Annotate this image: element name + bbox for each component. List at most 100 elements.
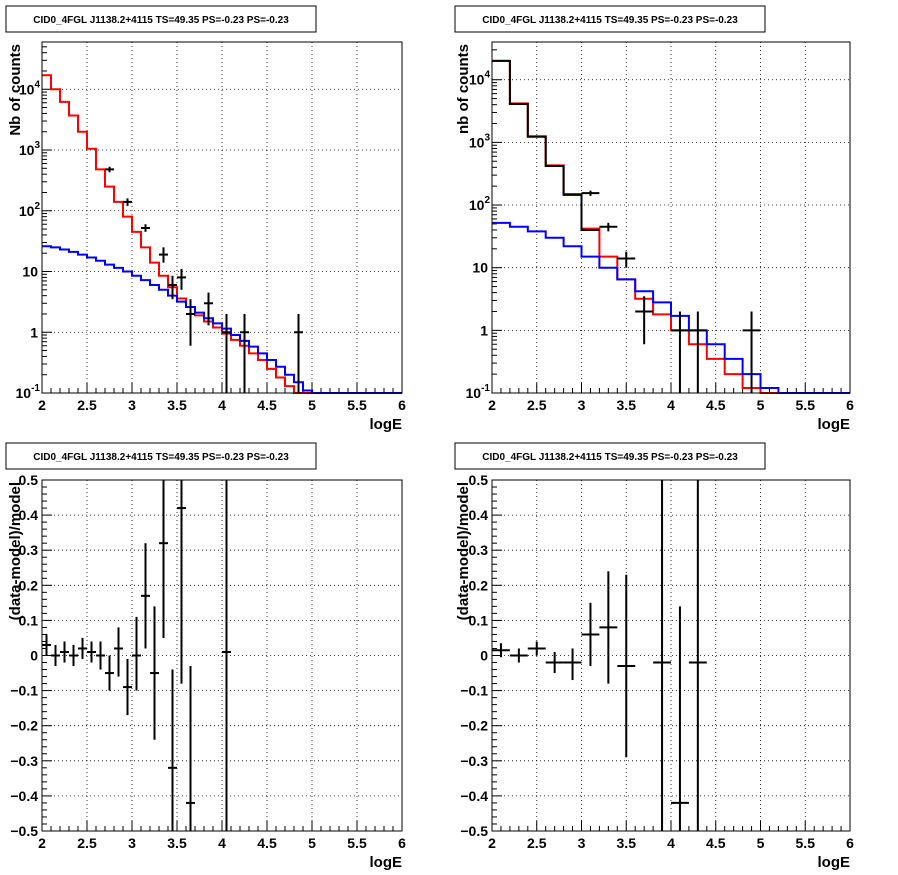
y-tick-base: 0.4: [19, 507, 39, 523]
chart-panel-2: CID0_4FGL J1138.2+4115 TS=49.35 PS=-0.23…: [454, 5, 854, 433]
data-point: [123, 659, 132, 716]
histogram-line: [492, 221, 850, 394]
data-point: [688, 480, 707, 831]
histogram-line: [42, 245, 402, 394]
y-tick-label: −0.4: [10, 788, 38, 804]
x-tick-label: 5.5: [796, 397, 816, 413]
y-tick-label: −0.3: [10, 753, 38, 769]
y-tick-base: 1: [480, 322, 488, 338]
x-axis-label: logE: [818, 416, 851, 433]
y-tick-base: −0.1: [10, 683, 38, 699]
series-1: [42, 480, 231, 831]
data-point: [51, 644, 60, 667]
y-tick-label: 0.3: [19, 542, 39, 558]
data-point: [581, 602, 600, 667]
data-point: [671, 606, 689, 831]
y-tick-base: 10: [19, 203, 35, 219]
plot-frame: [491, 479, 851, 832]
y-tick-label: 0.1: [469, 612, 489, 628]
y-tick-exponent: -1: [31, 383, 40, 394]
y-tick-label: 0.2: [469, 577, 489, 593]
x-tick-label: 6: [398, 835, 406, 851]
x-axis-label: logE: [818, 854, 851, 871]
y-tick-label: 0.4: [469, 507, 489, 523]
grid-lines: [42, 480, 402, 831]
y-tick-base: 0.5: [469, 472, 489, 488]
chart-title: CID0_4FGL J1138.2+4115 TS=49.35 PS=-0.23…: [33, 452, 289, 463]
y-tick-label: −0.5: [460, 823, 488, 839]
y-tick-base: 0.4: [469, 507, 489, 523]
y-axis-label: (data-model)/model: [7, 482, 24, 620]
data-point: [96, 641, 105, 670]
y-tick-label: −0.3: [460, 753, 488, 769]
x-tick-label: 2: [488, 835, 496, 851]
x-tick-label: 3.5: [167, 835, 187, 851]
data-point: [653, 480, 671, 831]
x-tick-label: 2.5: [527, 835, 547, 851]
y-axis-label: Nb of counts: [7, 44, 24, 136]
y-tick-base: 0.1: [19, 612, 39, 628]
y-tick-label: 0.1: [19, 612, 39, 628]
x-tick-label: 2.5: [77, 397, 97, 413]
plot-frame: [491, 41, 851, 394]
data-point: [150, 606, 159, 740]
y-tick-base: −0.2: [10, 718, 38, 734]
data-point: [742, 311, 761, 393]
data-point: [240, 313, 249, 393]
x-tick-label: 6: [398, 397, 406, 413]
x-tick-label: 4: [667, 397, 675, 413]
series-2: [492, 221, 850, 394]
y-tick-base: 0.3: [469, 542, 489, 558]
data-point: [545, 651, 564, 674]
data-point: [141, 224, 150, 232]
y-tick-base: 10: [16, 385, 32, 401]
y-tick-label: −0.5: [10, 823, 38, 839]
y-tick-base: −0.3: [10, 753, 38, 769]
grid-lines: [492, 480, 850, 831]
y-tick-label: 0.5: [19, 472, 39, 488]
y-tick-base: −0.5: [460, 823, 488, 839]
x-tick-label: 5: [308, 397, 316, 413]
plot-frame: [41, 41, 403, 394]
title-box: [454, 5, 766, 33]
data-point: [177, 480, 186, 684]
y-tick-label: 10: [472, 260, 488, 276]
y-tick-label: −0.1: [10, 683, 38, 699]
y-tick-label: 104: [469, 70, 491, 88]
x-tick-label: 5.5: [347, 397, 367, 413]
x-tick-label: 2: [488, 397, 496, 413]
y-tick-label: 10: [22, 264, 38, 280]
y-tick-base: 0: [30, 648, 38, 664]
x-tick-label: 4.5: [706, 397, 726, 413]
data-point: [69, 644, 78, 667]
data-point: [688, 311, 707, 393]
data-point: [177, 268, 186, 290]
data-point: [527, 641, 546, 656]
y-tick-base: 10: [19, 142, 35, 158]
x-tick-label: 5: [308, 835, 316, 851]
x-tick-label: 4: [667, 835, 675, 851]
x-axis-label: logE: [370, 854, 403, 871]
y-tick-base: 0.5: [19, 472, 39, 488]
y-tick-label: 10-1: [16, 383, 41, 401]
y-tick-base: 0.2: [19, 577, 39, 593]
data-point: [114, 627, 123, 677]
series-2: [42, 245, 402, 394]
x-tick-label: 4: [218, 835, 226, 851]
y-tick-exponent: 3: [484, 132, 490, 143]
x-tick-label: 5.5: [347, 835, 367, 851]
y-tick-label: 103: [469, 132, 491, 150]
y-tick-base: −0.3: [460, 753, 488, 769]
y-tick-label: −0.4: [460, 788, 488, 804]
data-point: [42, 634, 51, 656]
y-tick-exponent: 4: [34, 79, 40, 90]
y-tick-base: 0: [480, 648, 488, 664]
y-tick-base: 10: [22, 264, 38, 280]
series-3: [105, 166, 303, 393]
x-tick-label: 6: [846, 835, 854, 851]
x-tick-label: 3.5: [167, 397, 187, 413]
y-tick-base: −0.4: [10, 788, 38, 804]
y-tick-exponent: 4: [484, 70, 490, 81]
x-tick-label: 2.5: [77, 835, 97, 851]
